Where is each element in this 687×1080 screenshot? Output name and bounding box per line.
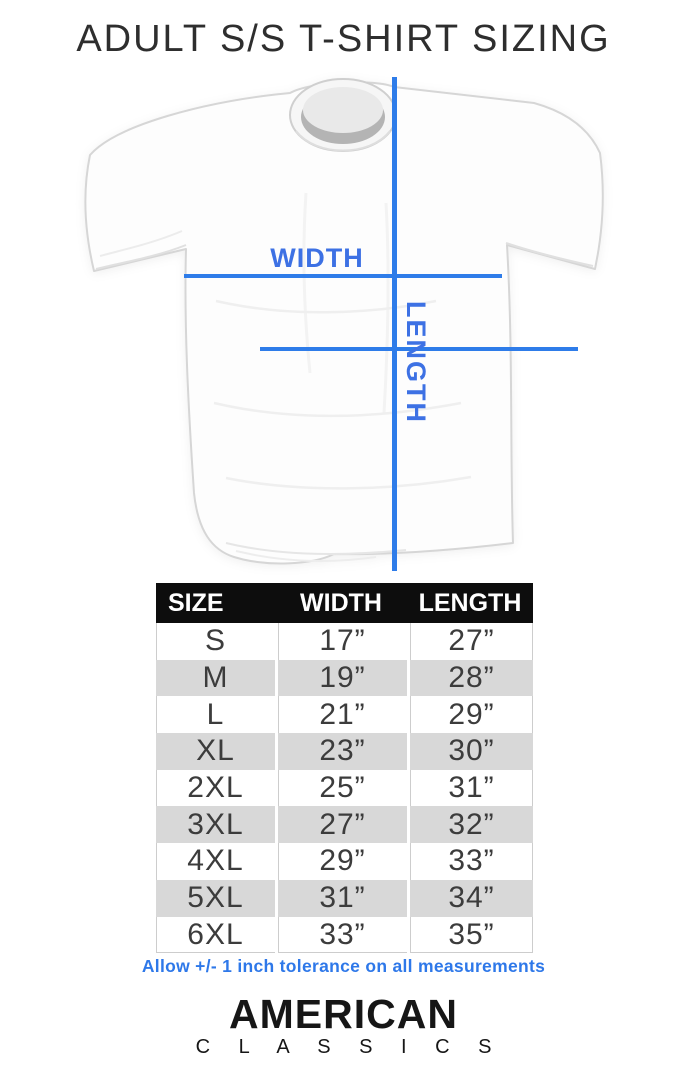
column-header-size: SIZE <box>168 588 224 617</box>
length-cell: 33” <box>407 843 533 880</box>
column-header-length: LENGTH <box>418 588 522 617</box>
width-cell: 19” <box>275 659 407 697</box>
size-cell: 3XL <box>187 807 244 841</box>
width-measure-line <box>260 347 578 351</box>
size-cell: 4XL <box>187 844 244 878</box>
length-measure-line <box>392 77 397 571</box>
table-row: XL 23” 30” <box>156 733 533 770</box>
page-title: ADULT S/S T-SHIRT SIZING <box>76 18 611 60</box>
width-cell: 29” <box>275 843 407 880</box>
width-cell: 27” <box>275 806 407 844</box>
tshirt-image <box>84 78 604 565</box>
length-cell: 29” <box>407 696 533 734</box>
width-cell: 17” <box>275 623 407 660</box>
size-cell: XL <box>196 734 235 768</box>
length-label: LENGTH <box>401 301 431 424</box>
width-cell: 21” <box>275 696 407 734</box>
width-cell: 33” <box>275 916 407 954</box>
size-chart-table: SIZE WIDTH LENGTH S 17” 27” M 19” 28” L … <box>156 583 533 954</box>
brand-logo-line2: C L A S S I C S <box>195 1036 503 1058</box>
size-cell: 5XL <box>187 881 244 915</box>
size-chart-header: SIZE WIDTH LENGTH <box>156 583 533 623</box>
length-cell: 28” <box>407 659 533 697</box>
length-cell: 27” <box>407 623 533 660</box>
size-cell: 2XL <box>187 771 244 805</box>
width-cell: 25” <box>275 769 407 807</box>
length-cell: 35” <box>407 916 533 954</box>
size-cell: M <box>202 661 229 695</box>
brand-logo-line1: AMERICAN <box>229 991 458 1037</box>
size-cell: 6XL <box>187 917 244 951</box>
size-cell: L <box>206 697 225 731</box>
tshirt-diagram <box>76 73 611 580</box>
length-cell: 30” <box>407 733 533 770</box>
width-label: WIDTH <box>270 243 364 273</box>
brand-logo: AMERICAN C L A S S I C S <box>0 991 687 1059</box>
tolerance-note: Allow +/- 1 inch tolerance on all measur… <box>141 956 546 976</box>
table-row: 4XL 29” 33” <box>156 843 533 880</box>
size-cell: S <box>204 624 226 658</box>
table-row: L 21” 29” <box>156 696 533 734</box>
length-cell: 34” <box>407 879 533 917</box>
length-cell: 32” <box>407 806 533 844</box>
table-row: 5XL 31” 34” <box>156 879 533 917</box>
table-row: S 17” 27” <box>156 623 533 660</box>
table-row: 3XL 27” 32” <box>156 806 533 844</box>
width-cell: 31” <box>275 879 407 917</box>
table-row: 6XL 33” 35” <box>156 916 533 954</box>
length-cell: 31” <box>407 769 533 807</box>
column-header-width: WIDTH <box>300 588 382 617</box>
table-row: M 19” 28” <box>156 659 533 697</box>
width-cell: 23” <box>275 733 407 770</box>
width-measure-line <box>184 274 502 278</box>
table-row: 2XL 25” 31” <box>156 769 533 807</box>
